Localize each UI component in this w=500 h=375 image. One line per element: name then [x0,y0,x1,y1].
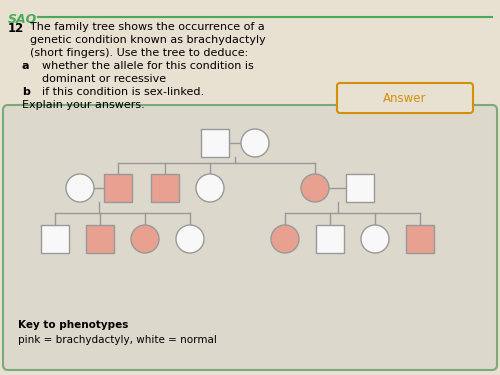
Text: if this condition is sex-linked.: if this condition is sex-linked. [42,87,204,97]
Circle shape [66,174,94,202]
Bar [151,174,179,202]
Bar [406,225,434,253]
Text: Explain your answers.: Explain your answers. [22,100,145,110]
Text: Key to phenotypes: Key to phenotypes [18,320,128,330]
Circle shape [176,225,204,253]
Circle shape [131,225,159,253]
Text: 12: 12 [8,22,24,35]
Bar [201,129,229,157]
Bar [104,174,132,202]
Circle shape [301,174,329,202]
Text: genetic condition known as brachydactyly: genetic condition known as brachydactyly [30,35,266,45]
Text: The family tree shows the occurrence of a: The family tree shows the occurrence of … [30,22,265,32]
Bar [86,225,114,253]
Text: whether the allele for this condition is: whether the allele for this condition is [42,61,254,71]
FancyBboxPatch shape [337,83,473,113]
Bar [316,225,344,253]
Text: SAQ: SAQ [8,12,37,25]
Text: b: b [22,87,30,97]
Text: pink = brachydactyly, white = normal: pink = brachydactyly, white = normal [18,335,217,345]
Circle shape [196,174,224,202]
Circle shape [271,225,299,253]
Circle shape [241,129,269,157]
FancyBboxPatch shape [3,105,497,370]
Bar [41,225,69,253]
Text: (short fingers). Use the tree to deduce:: (short fingers). Use the tree to deduce: [30,48,248,58]
Circle shape [361,225,389,253]
Text: a: a [22,61,30,71]
Bar [346,174,374,202]
Text: dominant or recessive: dominant or recessive [42,74,166,84]
Text: Answer: Answer [384,92,427,105]
